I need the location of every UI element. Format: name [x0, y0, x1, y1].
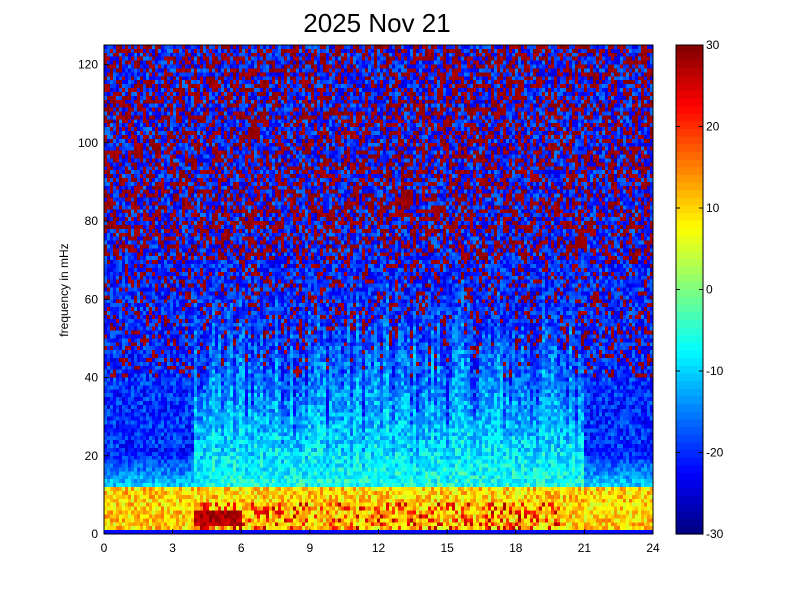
colorbar-swatch: [676, 236, 703, 245]
colorbar-swatch: [676, 174, 703, 184]
colorbar-tick-label: 30: [706, 38, 720, 52]
y-tick-label: 100: [78, 136, 98, 150]
colorbar-swatch: [676, 488, 703, 497]
colorbar-swatch: [676, 159, 703, 168]
colorbar-swatch: [676, 396, 703, 405]
colorbar-swatch: [676, 373, 703, 382]
y-tick-label: 40: [85, 371, 99, 385]
colorbar-swatch: [676, 136, 703, 145]
colorbar-swatch: [676, 197, 703, 207]
y-tick-label: 0: [91, 527, 98, 541]
colorbar-swatch: [676, 113, 703, 123]
colorbar-swatch: [676, 518, 703, 527]
colorbar-swatch: [676, 472, 703, 482]
colorbar-swatch: [676, 457, 703, 466]
colorbar-swatch: [676, 442, 703, 451]
colorbar-swatch: [676, 83, 703, 92]
colorbar-swatch: [676, 327, 703, 336]
colorbar-swatch: [676, 358, 703, 367]
colorbar-swatch: [676, 404, 703, 413]
colorbar-swatch: [676, 67, 703, 77]
colorbar-swatch: [676, 228, 703, 237]
colorbar-swatch: [676, 45, 703, 54]
y-tick-label: 120: [78, 58, 98, 72]
colorbar-swatch: [676, 419, 703, 428]
y-axis-label: frequency in mHz: [57, 243, 71, 336]
colorbar-swatch: [676, 121, 703, 130]
colorbar-swatch: [676, 342, 703, 352]
colorbar-swatch: [676, 365, 703, 375]
x-tick-label: 18: [509, 541, 523, 555]
colorbar-swatch: [676, 144, 703, 153]
chart-title: 2025 Nov 21: [303, 8, 450, 38]
colorbar-swatch: [676, 266, 703, 275]
colorbar-swatch: [676, 213, 703, 222]
colorbar-swatch: [676, 503, 703, 512]
x-tick-label: 0: [101, 541, 108, 555]
x-tick-label: 12: [372, 541, 386, 555]
x-tick-label: 21: [578, 541, 592, 555]
y-tick-label: 80: [85, 214, 99, 228]
colorbar-swatch: [676, 106, 703, 115]
colorbar-swatch: [676, 52, 703, 61]
colorbar-tick-label: 10: [706, 201, 720, 215]
colorbar: 30 20 10 0 -10 -20 -30: [675, 38, 724, 541]
colorbar-swatch: [676, 60, 703, 69]
x-tick-label: 3: [169, 541, 176, 555]
colorbar-swatch: [676, 151, 703, 161]
colorbar-swatch: [676, 90, 703, 100]
colorbar-swatch: [676, 297, 703, 306]
colorbar-swatch: [676, 98, 703, 107]
colorbar-swatch: [676, 320, 703, 329]
x-axis: 0 3 6 9 12 15 18 21 24: [101, 529, 660, 555]
colorbar-swatch: [676, 335, 703, 344]
colorbar-swatch: [676, 281, 703, 291]
spectrogram-heatmap: [104, 45, 653, 534]
colorbar-swatch: [676, 350, 703, 359]
colorbar-swatch: [676, 182, 703, 191]
y-axis: 0 20 40 60 80 100 120: [78, 58, 109, 541]
colorbar-swatch: [676, 526, 703, 535]
colorbar-swatch: [676, 381, 703, 390]
colorbar-swatch: [676, 167, 703, 176]
colorbar-swatch: [676, 304, 703, 314]
colorbar-swatch: [676, 258, 703, 268]
colorbar-swatch: [676, 220, 703, 229]
x-tick-label: 6: [238, 541, 245, 555]
colorbar-swatch: [676, 434, 703, 443]
x-tick-label: 15: [440, 541, 454, 555]
colorbar-swatch: [676, 388, 703, 398]
colorbar-swatch: [676, 274, 703, 283]
colorbar-swatch: [676, 480, 703, 489]
colorbar-swatch: [676, 243, 703, 252]
colorbar-tick-label: -30: [706, 527, 724, 541]
colorbar-swatch: [676, 289, 703, 298]
colorbar-tick-label: 0: [706, 283, 713, 297]
colorbar-swatch: [676, 129, 703, 138]
colorbar-swatch: [676, 251, 703, 260]
colorbar-swatch: [676, 411, 703, 420]
x-tick-label: 24: [646, 541, 660, 555]
colorbar-swatch: [676, 465, 703, 474]
colorbar-tick-label: -10: [706, 364, 724, 378]
colorbar-swatch: [676, 205, 703, 214]
colorbar-swatch: [676, 190, 703, 199]
x-tick-label: 9: [307, 541, 314, 555]
heatmap-cells: [104, 45, 653, 534]
colorbar-tick-label: -20: [706, 446, 724, 460]
colorbar-swatch: [676, 75, 703, 84]
colorbar-swatch: [676, 312, 703, 321]
colorbar-swatch: [676, 449, 703, 459]
y-tick-label: 60: [85, 292, 99, 306]
colorbar-tick-label: 20: [706, 120, 720, 134]
colorbar-swatch: [676, 495, 703, 505]
y-tick-label: 20: [85, 449, 99, 463]
colorbar-swatch: [676, 427, 703, 436]
colorbar-swatch: [676, 511, 703, 520]
